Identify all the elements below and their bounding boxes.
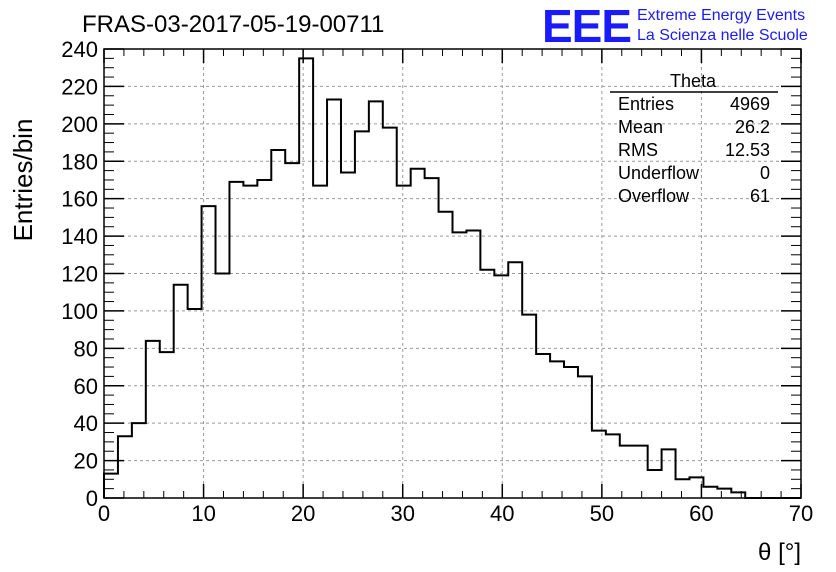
y-tick-label: 40 <box>74 411 98 436</box>
histogram-outline <box>103 57 801 499</box>
y-axis-label: Entries/bin <box>8 119 38 242</box>
y-tick-labels: 0 20 40 60 80 100 120 140 160 180 200 220 240 <box>61 37 98 511</box>
x-tick-label: 70 <box>789 501 813 526</box>
chart-title: FRAS-03-2017-05-19-00711 <box>82 11 384 38</box>
stats-label-entries: Entries <box>618 94 674 114</box>
y-tick-label: 20 <box>74 449 98 474</box>
y-tick-label: 100 <box>61 299 98 324</box>
stats-label-rms: RMS <box>618 140 658 160</box>
y-tick-label: 120 <box>61 262 98 287</box>
x-tick-label: 0 <box>98 501 110 526</box>
stats-value-underflow: 0 <box>760 163 770 183</box>
x-tick-label: 30 <box>390 501 414 526</box>
eee-logo: EEE Extreme Energy Events La Scienza nel… <box>542 0 808 52</box>
y-tick-label: 80 <box>74 336 98 361</box>
x-tick-labels: 0 10 20 30 40 50 60 70 <box>98 501 813 526</box>
stats-value-overflow: 61 <box>750 186 770 206</box>
y-tick-label: 180 <box>61 149 98 174</box>
stats-label-mean: Mean <box>618 117 663 137</box>
stats-box: Theta Entries 4969 Mean 26.2 RMS 12.53 U… <box>610 71 778 206</box>
x-tick-label: 20 <box>291 501 315 526</box>
y-tick-label: 200 <box>61 112 98 137</box>
stats-label-underflow: Underflow <box>618 163 700 183</box>
y-tick-label: 240 <box>61 37 98 62</box>
y-tick-label: 140 <box>61 224 98 249</box>
axis-ticks <box>103 48 802 499</box>
x-tick-label: 60 <box>689 501 713 526</box>
x-axis-label: θ [°] <box>758 539 801 566</box>
eee-logo-mark: EEE <box>542 0 631 52</box>
x-tick-label: 40 <box>490 501 514 526</box>
stats-value-mean: 26.2 <box>735 117 770 137</box>
eee-logo-line1: Extreme Energy Events <box>637 7 805 24</box>
y-tick-label: 0 <box>86 486 98 511</box>
y-tick-label: 60 <box>74 374 98 399</box>
x-tick-label: 10 <box>191 501 215 526</box>
stats-title: Theta <box>670 71 717 91</box>
y-tick-label: 160 <box>61 187 98 212</box>
stats-value-entries: 4969 <box>730 94 770 114</box>
eee-logo-line2: La Scienza nelle Scuole <box>637 27 808 44</box>
y-tick-label: 220 <box>61 74 98 99</box>
stats-value-rms: 12.53 <box>725 140 770 160</box>
x-tick-label: 50 <box>590 501 614 526</box>
stats-label-overflow: Overflow <box>618 186 690 206</box>
